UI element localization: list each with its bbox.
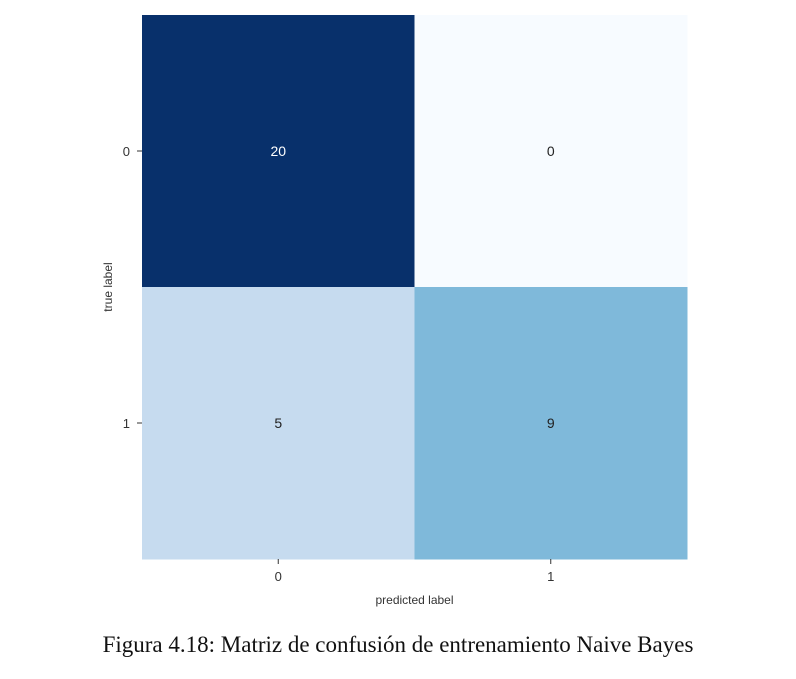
y-axis-label: true label [101, 262, 115, 311]
axis-ticks: 0 1 0 1 [123, 144, 555, 584]
x-axis-label: predicted label [375, 593, 453, 607]
y-tick-label-0: 0 [123, 144, 130, 159]
cell-label-0-1: 0 [547, 143, 555, 159]
x-tick-label-1: 1 [547, 569, 554, 584]
heatmap-cell-0-0 [142, 15, 415, 288]
heatmap-cells [142, 15, 688, 560]
cell-label-1-1: 9 [547, 415, 555, 431]
x-tick-label-0: 0 [275, 569, 282, 584]
heatmap-cell-1-1 [414, 287, 688, 560]
heatmap-cell-1-0 [142, 287, 415, 560]
figure-caption: Figura 4.18: Matriz de confusión de entr… [102, 632, 694, 657]
cell-value-labels: 20 0 5 9 [270, 143, 554, 431]
cell-label-1-0: 5 [274, 415, 282, 431]
cell-label-0-0: 20 [270, 143, 286, 159]
confusion-matrix-chart: 20 0 5 9 0 1 0 1 predicted label true label [101, 15, 688, 607]
y-tick-label-1: 1 [123, 416, 130, 431]
heatmap-cell-0-1 [414, 15, 688, 288]
